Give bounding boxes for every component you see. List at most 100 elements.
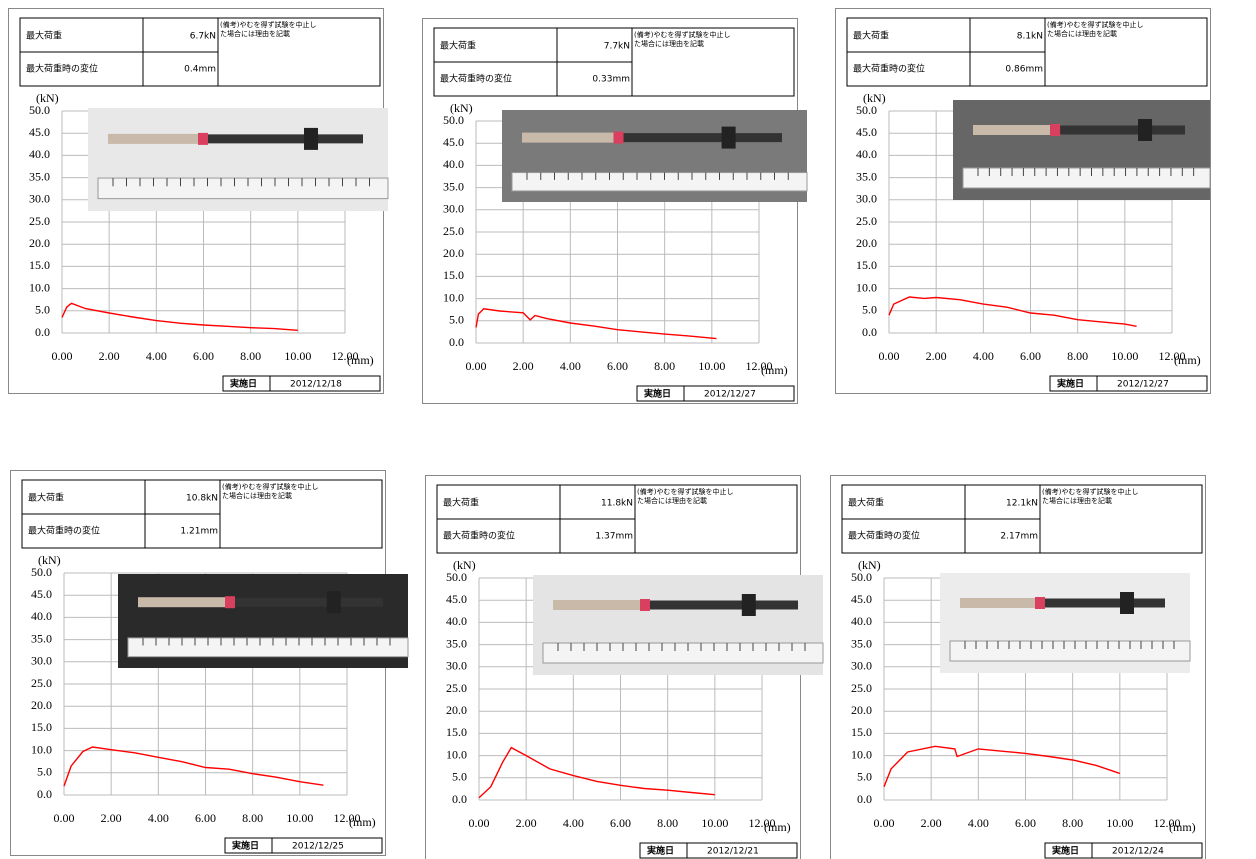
y-tick-label: 40.0 bbox=[856, 147, 877, 161]
load-curve bbox=[888, 296, 1137, 327]
specimen-photo bbox=[502, 110, 808, 202]
nut bbox=[721, 126, 736, 149]
y-tick-label: 25.0 bbox=[443, 224, 464, 238]
disp-label: 最大荷重時の変位 bbox=[28, 525, 100, 537]
y-tick-label: 25.0 bbox=[856, 214, 877, 228]
remark: た場合には理由を記載 bbox=[222, 491, 292, 500]
x-axis-label: (mm) bbox=[1174, 353, 1201, 367]
ruler bbox=[97, 177, 389, 200]
remark: た場合には理由を記載 bbox=[1042, 496, 1112, 505]
specimen-photo bbox=[940, 573, 1191, 673]
x-tick-label: 6.00 bbox=[195, 811, 216, 825]
remark: た場合には理由を記載 bbox=[1047, 29, 1117, 38]
max-load-label: 最大荷重 bbox=[28, 492, 64, 504]
date-label: 実施日 bbox=[230, 378, 257, 390]
y-tick-label: 10.0 bbox=[851, 747, 872, 761]
anchor-tip bbox=[522, 132, 614, 143]
paint-mark bbox=[613, 131, 624, 144]
x-tick-label: 10.00 bbox=[698, 359, 725, 373]
paint-mark bbox=[225, 596, 235, 609]
report-panel: 最大荷重 7.7kN 最大荷重時の変位 0.33mm (備考)やむを得ず試験を中止した場… bbox=[422, 18, 808, 404]
y-tick-label: 0.0 bbox=[449, 335, 464, 349]
report-panel: 最大荷重 10.8kN 最大荷重時の変位 1.21mm (備考)やむを得ず試験を中止した… bbox=[10, 470, 409, 856]
x-tick-label: 4.00 bbox=[563, 816, 584, 830]
y-tick-label: 5.0 bbox=[452, 770, 467, 784]
x-axis-label: (mm) bbox=[761, 363, 788, 377]
remark: (備考)やむを得ず試験を中止し bbox=[637, 487, 733, 496]
test-date: 2012/12/21 bbox=[707, 847, 759, 857]
y-tick-label: 5.0 bbox=[37, 765, 52, 779]
y-axis-label: (kN) bbox=[38, 553, 61, 567]
date-box bbox=[1049, 375, 1208, 392]
y-tick-label: 45.0 bbox=[443, 135, 464, 149]
report-panel: 最大荷重 11.8kN 最大荷重時の変位 1.37mm (備考)やむを得ず試験を中止した… bbox=[425, 475, 824, 859]
y-tick-label: 35.0 bbox=[443, 179, 464, 193]
result-table: 最大荷重 11.8kN 最大荷重時の変位 1.37mm (備考)やむを得ず試験を中止した… bbox=[436, 484, 798, 554]
load-curve bbox=[478, 746, 715, 799]
remark: た場合には理由を記載 bbox=[637, 496, 707, 505]
y-tick-label: 40.0 bbox=[31, 609, 52, 623]
x-tick-label: 6.00 bbox=[607, 359, 628, 373]
y-tick-label: 10.0 bbox=[29, 280, 50, 294]
x-tick-label: 2.00 bbox=[921, 816, 942, 830]
max-load-label: 最大荷重 bbox=[848, 497, 884, 509]
anchor-tip bbox=[108, 133, 198, 144]
anchor-tip bbox=[973, 125, 1051, 135]
y-axis-label: (kN) bbox=[453, 558, 476, 572]
y-tick-label: 30.0 bbox=[446, 659, 467, 673]
x-tick-label: 2.00 bbox=[513, 359, 534, 373]
y-tick-label: 20.0 bbox=[443, 246, 464, 260]
y-tick-label: 25.0 bbox=[29, 214, 50, 228]
x-tick-label: 4.00 bbox=[968, 816, 989, 830]
specimen-photo bbox=[88, 108, 389, 211]
nut bbox=[1120, 592, 1134, 614]
y-tick-label: 25.0 bbox=[851, 681, 872, 695]
date-label: 実施日 bbox=[1052, 845, 1079, 857]
y-tick-label: 10.0 bbox=[31, 742, 52, 756]
x-tick-label: 2.00 bbox=[99, 349, 120, 363]
date-label: 実施日 bbox=[232, 840, 259, 852]
report-panel: 最大荷重 8.1kN 最大荷重時の変位 0.86mm (備考)やむを得ず試験を中止した場… bbox=[835, 8, 1211, 394]
max-load-label: 最大荷重 bbox=[443, 497, 479, 509]
y-tick-label: 35.0 bbox=[856, 169, 877, 183]
disp: 0.86mm bbox=[1005, 65, 1043, 75]
y-tick-label: 50.0 bbox=[31, 565, 52, 579]
disp: 1.37mm bbox=[595, 532, 633, 542]
x-tick-label: 12.00 bbox=[1159, 349, 1186, 363]
ruler bbox=[949, 640, 1191, 662]
x-tick-label: 4.00 bbox=[148, 811, 169, 825]
load-curve bbox=[475, 308, 717, 340]
x-tick-label: 8.00 bbox=[654, 359, 675, 373]
y-tick-label: 20.0 bbox=[29, 236, 50, 250]
x-tick-label: 6.00 bbox=[610, 816, 631, 830]
y-tick-label: 30.0 bbox=[31, 654, 52, 668]
y-tick-label: 20.0 bbox=[851, 703, 872, 717]
y-tick-label: 35.0 bbox=[851, 636, 872, 650]
x-tick-label: 6.00 bbox=[1020, 349, 1041, 363]
x-tick-label: 8.00 bbox=[240, 349, 261, 363]
result-table: 最大荷重 8.1kN 最大荷重時の変位 0.86mm (備考)やむを得ず試験を中止した場… bbox=[846, 17, 1208, 87]
y-tick-label: 10.0 bbox=[443, 290, 464, 304]
paint-mark bbox=[640, 599, 650, 611]
date-label: 実施日 bbox=[644, 388, 671, 400]
max-load: 8.1kN bbox=[1017, 32, 1043, 42]
anchor-tip bbox=[960, 598, 1035, 608]
y-tick-label: 35.0 bbox=[31, 631, 52, 645]
date-label: 実施日 bbox=[647, 845, 674, 857]
x-tick-label: 4.00 bbox=[973, 349, 994, 363]
x-tick-label: 8.00 bbox=[242, 811, 263, 825]
test-date: 2012/12/25 bbox=[292, 842, 344, 852]
y-tick-label: 45.0 bbox=[29, 125, 50, 139]
y-tick-label: 20.0 bbox=[856, 236, 877, 250]
max-load: 10.8kN bbox=[186, 494, 218, 504]
report-panel: 最大荷重 6.7kN 最大荷重時の変位 0.4mm (備考)やむを得ず試験を中止した場合… bbox=[8, 8, 389, 394]
x-tick-label: 12.00 bbox=[746, 359, 773, 373]
date-box bbox=[636, 385, 795, 402]
nut bbox=[304, 127, 318, 150]
panel-border bbox=[422, 18, 798, 404]
x-tick-label: 12.00 bbox=[334, 811, 361, 825]
y-tick-label: 20.0 bbox=[446, 703, 467, 717]
anchor-tip bbox=[138, 597, 225, 608]
y-tick-label: 30.0 bbox=[29, 192, 50, 206]
y-tick-label: 30.0 bbox=[851, 659, 872, 673]
